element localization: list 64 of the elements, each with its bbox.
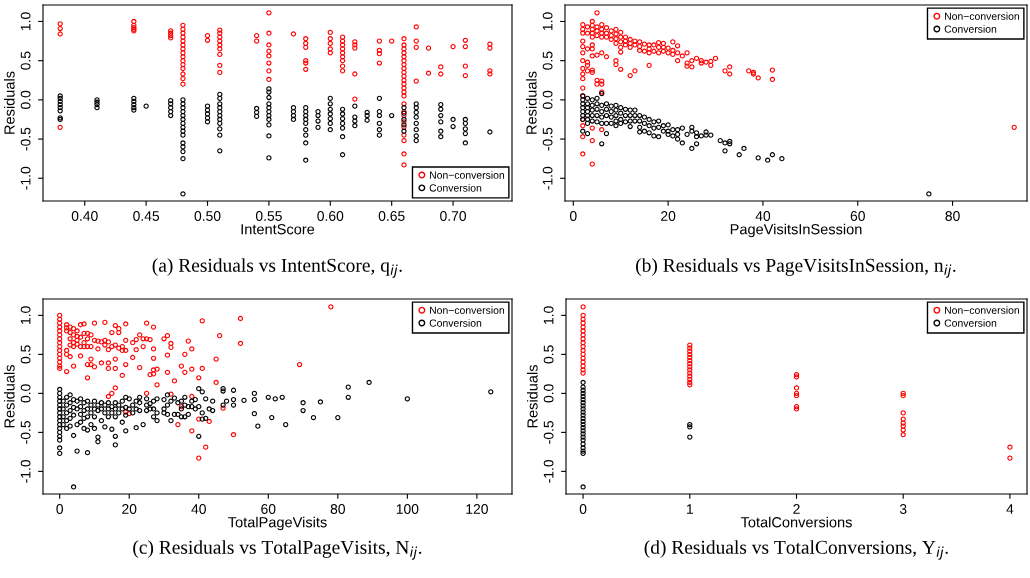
y-tick-label: -1.0 xyxy=(542,166,553,190)
x-tick-label: 1 xyxy=(686,504,693,514)
x-tick-label: 0 xyxy=(56,504,64,514)
y-tick-label: -1.0 xyxy=(20,166,31,190)
y-axis-title: Residuals xyxy=(3,71,15,134)
text: (a) Residuals vs IntentScore, q$_{ij}$. xyxy=(152,258,402,278)
x-tick-label: 20 xyxy=(661,211,676,221)
x-tick-label: 0.60 xyxy=(317,211,344,221)
x-tick-label: 60 xyxy=(261,504,276,514)
x-axis-title: TotalConversions xyxy=(740,516,852,528)
x-tick-label: 0 xyxy=(579,504,587,514)
x-tick-label: 0.45 xyxy=(133,211,160,221)
x-tick-label: 100 xyxy=(396,504,419,514)
x-axis-title: IntentScore xyxy=(241,224,315,235)
y-tick-label: -0.5 xyxy=(20,420,31,444)
x-tick-label: 4 xyxy=(1006,504,1014,514)
legend-label: Conversion xyxy=(944,25,997,33)
y-tick-label: 0.5 xyxy=(543,345,554,364)
y-axis-title: Residuals xyxy=(3,365,15,428)
x-tick-label: 0.70 xyxy=(440,211,467,221)
legend-label: Conversion xyxy=(944,319,997,327)
y-axis-title: Residuals xyxy=(526,365,538,428)
x-axis-title: TotalPageVisits xyxy=(228,516,327,531)
x-tick-label: 60 xyxy=(850,211,865,221)
legend-label: Non−conversion xyxy=(945,306,1020,314)
x-tick-label: 2 xyxy=(793,504,800,514)
y-tick-label: 0.5 xyxy=(20,345,31,364)
legend-label: Conversion xyxy=(429,184,482,192)
text: (b) Residuals vs PageVisitsInSession, n$_{ij}$. xyxy=(636,258,956,278)
y-tick-label: 0.0 xyxy=(543,384,554,403)
y-tick-label: 0.0 xyxy=(20,384,31,403)
y-tick-label: 1.0 xyxy=(542,12,553,31)
x-tick-label: 0.40 xyxy=(71,211,98,221)
legend-label: Conversion xyxy=(429,319,482,327)
y-tick-label: 1.0 xyxy=(20,12,31,31)
y-tick-label: 0.0 xyxy=(20,90,31,109)
text: (d) Residuals vs TotalConversions, Y$_{ij}$. xyxy=(644,540,948,560)
x-tick-label: 0.50 xyxy=(194,211,221,221)
y-tick-label: -0.5 xyxy=(543,420,554,444)
x-tick-label: 40 xyxy=(191,504,206,514)
y-axis-title: Residuals xyxy=(525,71,537,134)
y-tick-label: 1.0 xyxy=(20,306,31,324)
x-tick-label: 0.65 xyxy=(378,211,405,221)
x-tick-label: 80 xyxy=(330,504,345,514)
x-tick-label: 3 xyxy=(899,504,907,514)
y-tick-label: 0.5 xyxy=(542,51,553,70)
y-tick-label: 0.0 xyxy=(542,90,553,109)
x-tick-label: 0 xyxy=(569,211,577,221)
x-tick-label: 40 xyxy=(755,211,771,221)
y-tick-label: -1.0 xyxy=(543,459,554,483)
y-tick-label: -0.5 xyxy=(542,127,553,151)
legend-label: Non−conversion xyxy=(945,12,1020,20)
x-tick-label: 20 xyxy=(122,504,137,514)
x-tick-label: 0.55 xyxy=(255,211,282,221)
x-axis-title: PageVisitsInSession xyxy=(730,223,862,238)
y-tick-label: -0.5 xyxy=(20,127,31,151)
y-tick-label: -1.0 xyxy=(20,459,31,483)
y-tick-label: 0.5 xyxy=(20,51,31,70)
y-tick-label: 1.0 xyxy=(543,306,554,324)
text: (c) Residuals vs TotalPageVisits, N$_{ij}$. xyxy=(133,540,422,560)
x-tick-label: 120 xyxy=(466,504,488,514)
legend-label: Non−conversion xyxy=(430,306,505,314)
legend-label: Non−conversion xyxy=(430,171,505,179)
x-tick-label: 80 xyxy=(945,211,960,221)
